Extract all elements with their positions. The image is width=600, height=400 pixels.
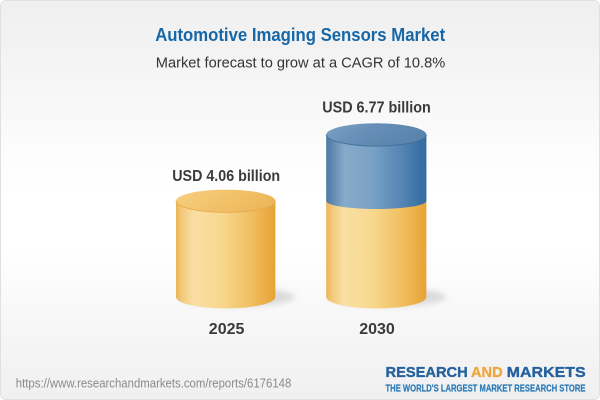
svg-text:2030: 2030 [359, 321, 395, 338]
svg-text:https://www.researchandmarkets: https://www.researchandmarkets.com/repor… [16, 376, 292, 390]
svg-text:2025: 2025 [209, 321, 245, 338]
svg-text:THE WORLD'S LARGEST MARKET RES: THE WORLD'S LARGEST MARKET RESEARCH STOR… [386, 383, 586, 394]
svg-text:AND: AND [471, 365, 503, 381]
svg-text:RESEARCH: RESEARCH [386, 365, 468, 381]
svg-text:USD 4.06 billion: USD 4.06 billion [172, 168, 280, 185]
svg-text:Market forecast to grow at a C: Market forecast to grow at a CAGR of 10.… [156, 54, 446, 71]
svg-text:MARKETS: MARKETS [507, 365, 586, 381]
svg-text:Automotive Imaging Sensors Mar: Automotive Imaging Sensors Market [155, 25, 445, 45]
svg-text:USD 6.77 billion: USD 6.77 billion [322, 100, 431, 117]
